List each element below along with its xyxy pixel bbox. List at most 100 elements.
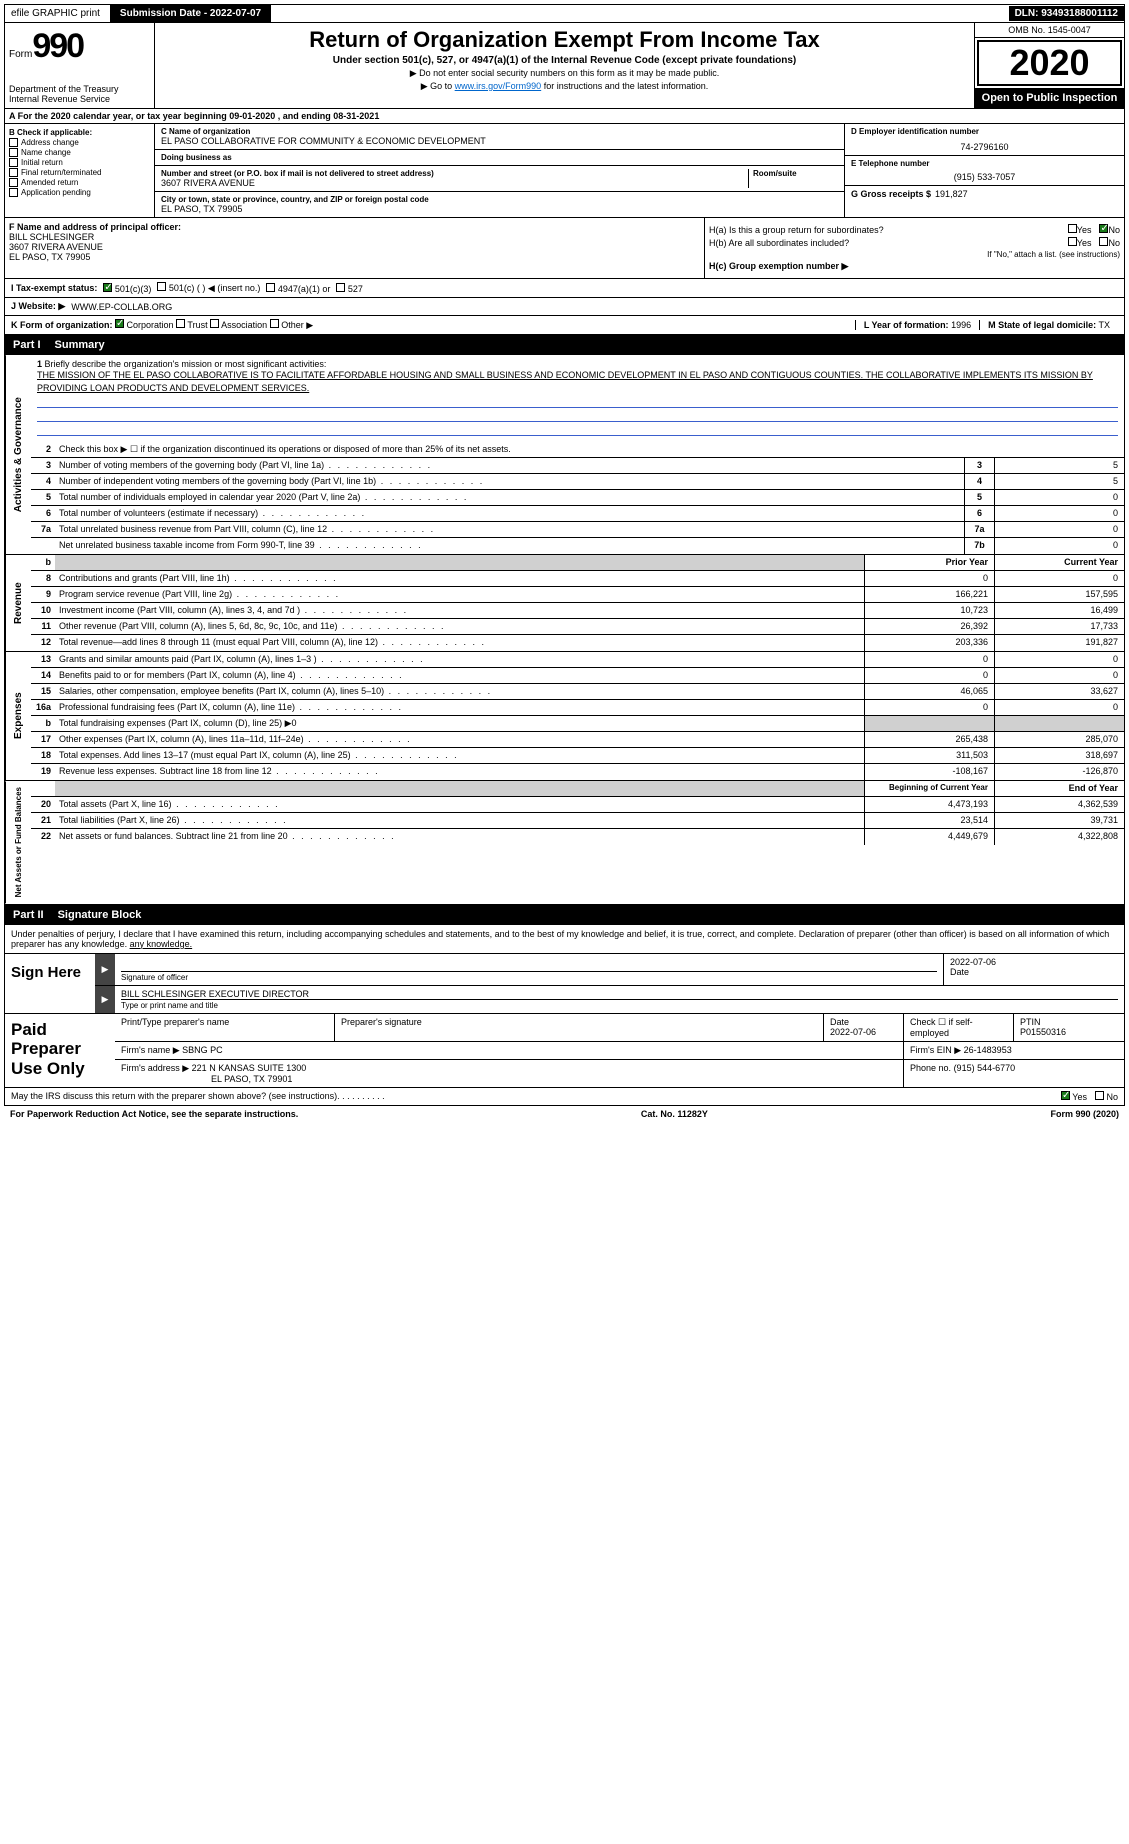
gross-value: 191,827 — [935, 189, 968, 199]
chk-label: Address change — [21, 138, 79, 147]
checkbox-checked-icon — [1061, 1091, 1070, 1100]
hb-yes[interactable]: Yes — [1068, 237, 1092, 248]
sig-label: Signature of officer — [121, 971, 937, 982]
foot-mid: Cat. No. 11282Y — [641, 1109, 708, 1119]
row-num: 10 — [31, 603, 55, 618]
table-row: 21 Total liabilities (Part X, line 26) 2… — [31, 813, 1124, 829]
org-name-cell: C Name of organization EL PASO COLLABORA… — [155, 124, 844, 150]
row-desc: Benefits paid to or for members (Part IX… — [55, 668, 864, 683]
open-to-public: Open to Public Inspection — [975, 88, 1124, 108]
city-label: City or town, state or province, country… — [161, 195, 838, 204]
part-2-header: Part II Signature Block — [4, 905, 1125, 925]
ein-label: D Employer identification number — [851, 127, 1118, 136]
section-net-assets: Net Assets or Fund Balances Beginning of… — [4, 781, 1125, 904]
row-current: 4,362,539 — [994, 797, 1124, 812]
name-label: Type or print name and title — [121, 999, 1118, 1010]
sig-date: 2022-07-06 — [950, 957, 1118, 967]
chk-final-return[interactable]: Final return/terminated — [9, 168, 150, 177]
opt-assoc[interactable]: Association — [210, 320, 267, 330]
row-desc: Total revenue—add lines 8 through 11 (mu… — [55, 635, 864, 651]
row-current: 39,731 — [994, 813, 1124, 828]
opt-501c[interactable]: 501(c) ( ) ◀ (insert no.) — [157, 282, 260, 294]
sig-row-1: Signature of officer 2022-07-06 Date — [95, 954, 1124, 986]
ha-yes[interactable]: Yes — [1068, 224, 1092, 235]
prep-self-emp[interactable]: Check ☐ if self-employed — [904, 1014, 1014, 1041]
row-current — [994, 716, 1124, 731]
opt-4947[interactable]: 4947(a)(1) or — [266, 283, 330, 294]
checkbox-checked-icon — [115, 319, 124, 328]
chk-name-change[interactable]: Name change — [9, 148, 150, 157]
opt-other[interactable]: Other ▶ — [270, 320, 313, 330]
row-prior: 0 — [864, 668, 994, 683]
table-row: 17 Other expenses (Part IX, column (A), … — [31, 732, 1124, 748]
box-j: J Website: ▶ WWW.EP-COLLAB.ORG — [4, 298, 1125, 316]
row-prior: 10,723 — [864, 603, 994, 618]
row-num: 13 — [31, 652, 55, 667]
table-row: 14 Benefits paid to or for members (Part… — [31, 668, 1124, 684]
opt-trust[interactable]: Trust — [176, 320, 208, 330]
chk-amended-return[interactable]: Amended return — [9, 178, 150, 187]
row-current: 4,322,808 — [994, 829, 1124, 845]
opt-corp[interactable]: Corporation — [115, 320, 174, 330]
chk-label: Name change — [21, 148, 71, 157]
gross-label: G Gross receipts $ — [851, 189, 931, 199]
row-desc: Salaries, other compensation, employee b… — [55, 684, 864, 699]
prep-name-hdr: Print/Type preparer's name — [115, 1014, 335, 1041]
table-row: 15 Salaries, other compensation, employe… — [31, 684, 1124, 700]
submission-date-button[interactable]: Submission Date - 2022-07-07 — [110, 5, 271, 22]
chk-label: Amended return — [21, 178, 78, 187]
addr-value: 3607 RIVERA AVENUE — [161, 178, 748, 188]
table-row: 20 Total assets (Part X, line 16) 4,473,… — [31, 797, 1124, 813]
chk-application-pending[interactable]: Application pending — [9, 188, 150, 197]
checkbox-icon — [210, 319, 219, 328]
k-label: K Form of organization: — [11, 320, 113, 330]
table-row: 16a Professional fundraising fees (Part … — [31, 700, 1124, 716]
chk-address-change[interactable]: Address change — [9, 138, 150, 147]
box-b-label: B Check if applicable: — [9, 128, 92, 137]
discuss-yes[interactable]: Yes — [1061, 1091, 1087, 1102]
hb-label: H(b) Are all subordinates included? — [709, 238, 849, 248]
box-i: I Tax-exempt status: 501(c)(3) 501(c) ( … — [4, 279, 1125, 298]
phone-value: (915) 533-7057 — [851, 172, 1118, 182]
mission-block: 1 Briefly describe the organization's mi… — [31, 355, 1124, 442]
row-prior: 0 — [864, 700, 994, 715]
row-current: -126,870 — [994, 764, 1124, 780]
row-num: 14 — [31, 668, 55, 683]
section-governance: Activities & Governance 1 Briefly descri… — [4, 355, 1125, 555]
row-box: 7b — [964, 538, 994, 554]
hb-note: If "No," attach a list. (see instruction… — [709, 250, 1120, 259]
hc-label: H(c) Group exemption number ▶ — [709, 261, 848, 272]
row-box: 3 — [964, 458, 994, 473]
irs-link[interactable]: www.irs.gov/Form990 — [455, 81, 542, 91]
opt-501c3[interactable]: 501(c)(3) — [103, 283, 151, 294]
signature-line[interactable]: Signature of officer — [115, 954, 944, 985]
hdr-blank — [31, 781, 55, 796]
row-val: 0 — [994, 490, 1124, 505]
discuss-no[interactable]: No — [1095, 1091, 1118, 1102]
hb-no[interactable]: No — [1099, 237, 1120, 248]
row-num: 6 — [31, 506, 55, 521]
table-row: 7a Total unrelated business revenue from… — [31, 522, 1124, 538]
row-current: 0 — [994, 700, 1124, 715]
row-num: b — [31, 716, 55, 731]
hdr-b: b — [31, 555, 55, 570]
row-prior: 265,438 — [864, 732, 994, 747]
row-prior: 26,392 — [864, 619, 994, 634]
row-box: 6 — [964, 506, 994, 521]
net-header-row: Beginning of Current Year End of Year — [31, 781, 1124, 797]
discuss-yn: Yes No — [1061, 1091, 1118, 1102]
addr-label: Number and street (or P.O. box if mail i… — [161, 169, 748, 178]
prep-ptin: PTINP01550316 — [1014, 1014, 1124, 1041]
chk-initial-return[interactable]: Initial return — [9, 158, 150, 167]
row-desc: Number of independent voting members of … — [55, 474, 964, 489]
department-label: Department of the Treasury Internal Reve… — [9, 84, 150, 104]
officer-city: EL PASO, TX 79905 — [9, 252, 90, 262]
row-prior: 311,503 — [864, 748, 994, 763]
ha-no[interactable]: No — [1099, 224, 1120, 235]
hdr-blank — [55, 555, 864, 570]
opt-527[interactable]: 527 — [336, 283, 363, 294]
any-knowledge: any knowledge. — [130, 939, 193, 949]
checkbox-icon — [9, 178, 18, 187]
checkbox-icon — [1095, 1091, 1104, 1100]
table-row: 6 Total number of volunteers (estimate i… — [31, 506, 1124, 522]
